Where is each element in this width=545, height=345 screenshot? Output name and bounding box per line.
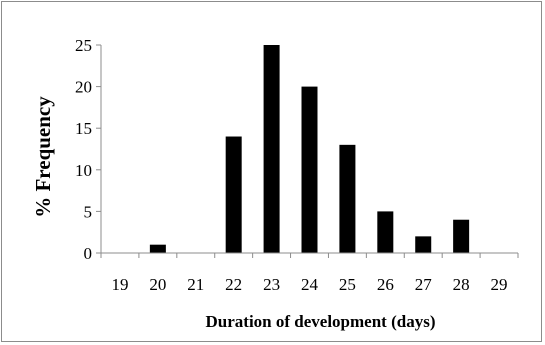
x-tick-label: 23 [263,275,280,294]
x-tick-label: 20 [149,275,166,294]
x-tick-label: 26 [377,275,394,294]
x-tick-label: 27 [415,275,433,294]
x-axis-ticks: 19 20 21 22 23 24 25 26 27 28 29 [100,253,519,294]
x-axis-title: Duration of development (days) [206,312,436,331]
y-axis-title: % Frequency [31,96,55,218]
y-tick-label: 5 [84,202,93,221]
bar-24 [301,86,318,253]
bar-25 [339,144,356,253]
bar-23 [263,45,280,253]
bar-27 [415,236,432,253]
y-tick-label: 25 [75,36,92,55]
y-tick-label: 0 [84,244,93,263]
bar-20 [149,244,166,253]
x-tick-label: 22 [225,275,242,294]
x-tick-label: 25 [339,275,356,294]
bar-series [149,45,470,253]
bar-28 [453,219,470,253]
y-axis-ticks: 0 5 10 15 20 25 [75,36,101,263]
x-tick-label: 24 [301,275,319,294]
x-tick-label: 29 [491,275,508,294]
y-tick-label: 15 [75,119,92,138]
y-tick-label: 10 [75,161,92,180]
y-tick-label: 20 [75,78,92,97]
bar-26 [377,211,394,253]
x-tick-label: 28 [453,275,470,294]
x-tick-label: 21 [187,275,204,294]
x-tick-label: 19 [111,275,128,294]
bar-22 [225,136,242,253]
